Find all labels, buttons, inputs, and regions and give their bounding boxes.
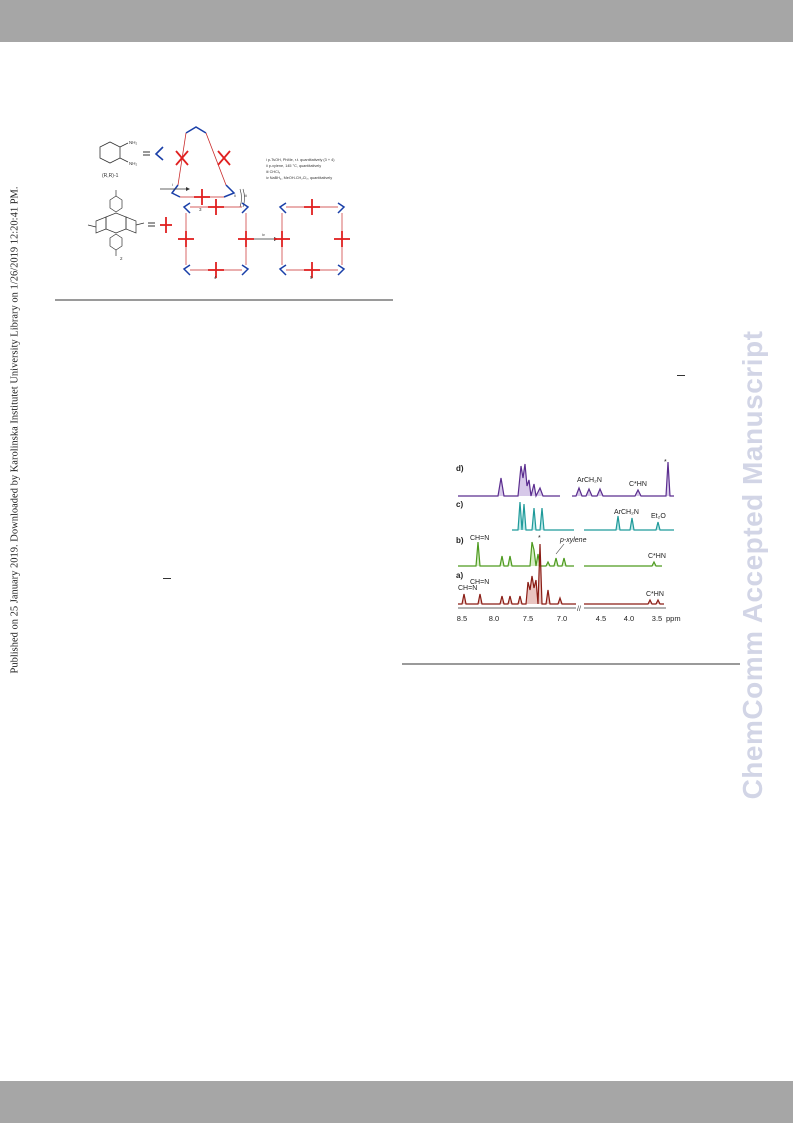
tick-7.0: 7.0 (557, 614, 567, 623)
equilibrium-arrows (239, 188, 245, 208)
publication-sidebar: Published on 25 January 2019. Downloaded… (4, 40, 26, 740)
trace-d (458, 461, 674, 498)
tick-8.0: 8.0 (489, 614, 499, 623)
tick-8.5: 8.5 (457, 614, 467, 623)
annotation-b-chn: C*HN (648, 553, 666, 560)
trace-b (458, 541, 662, 567)
axis-ticks: 8.5 8.0 7.5 7.0 4.5 4.0 3.5 (457, 614, 662, 623)
annotation-a-ch-n2: CH=N (458, 585, 477, 592)
overbar-mark-right (677, 375, 685, 376)
watermark: ChemComm Accepted Manuscript (733, 300, 773, 830)
annotation-c-arch2n: ArCH₂N (614, 509, 639, 516)
tick-4.0: 4.0 (624, 614, 634, 623)
label-3: 3 (199, 207, 202, 212)
annotation-b-star: * (538, 535, 541, 542)
top-bar (0, 0, 793, 42)
annotation-d-chn: C*HN (629, 481, 647, 488)
nmr-spectrum: d) ArCH₂N C*HN * c) ArCH₂N Et₂O b) CH=N … (456, 459, 681, 623)
svg-text:iii CHCl₃: iii CHCl₃ (266, 170, 281, 174)
conditions-list: i p-TsOH, PhMe, r.t. quantitatively (3 +… (266, 158, 335, 180)
annotation-b-pxylene: p-xylene (559, 537, 587, 544)
tick-7.5: 7.5 (523, 614, 533, 623)
macrocycle-3 (170, 126, 236, 205)
label-iv: iv (262, 232, 265, 237)
sidebar-text: Published on 25 January 2019. Downloaded… (9, 186, 21, 674)
svg-text:iv NaBH₄, MeOH-CH₂Cl₂, quanti: iv NaBH₄, MeOH-CH₂Cl₂, quantitatively (266, 176, 332, 180)
tick-4.5: 4.5 (596, 614, 606, 623)
dialdehyde-motif (160, 217, 172, 233)
diamine-structure (99, 141, 129, 164)
label-ii: ii (234, 193, 236, 198)
annotation-c-et2o: Et₂O (651, 513, 666, 520)
overbar-mark-left (163, 578, 171, 579)
annotation-d-star: * (664, 459, 667, 466)
label-4: 4 (214, 275, 217, 280)
diamine-motif (154, 146, 164, 161)
pxylene-pointer (555, 543, 565, 555)
annotation-b-ch-n: CH=N (470, 535, 489, 542)
figure-divider-right (402, 663, 740, 665)
label-i: i (172, 182, 173, 187)
label-iii: iii (244, 193, 247, 198)
axis-unit: ppm (666, 614, 681, 623)
macrocycle-5 (274, 199, 350, 278)
tick-3.5: 3.5 (652, 614, 662, 623)
macrocycle-4 (178, 199, 254, 278)
equals-sign-2 (148, 222, 155, 227)
dialdehyde-structure (87, 190, 145, 256)
equals-sign (143, 151, 150, 156)
trace-a (458, 543, 664, 605)
nh2-top-label: NH₂ (129, 140, 137, 145)
trace-c (512, 501, 674, 531)
figure-divider-left (55, 299, 393, 301)
annotation-a-ch-n: CH=N (470, 579, 489, 586)
watermark-text: ChemComm Accepted Manuscript (737, 330, 768, 800)
svg-text:i p-TsOH, PhMe, r.t. quantit: i p-TsOH, PhMe, r.t. quantitatively (3 +… (266, 158, 335, 162)
annotation-a-chn: C*HN (646, 591, 664, 598)
annotation-d-arch2n: ArCH₂N (577, 477, 602, 484)
axis-break: // (577, 606, 581, 613)
label-rr1: (R,R)-1 (102, 173, 119, 179)
trace-label-b: b) (456, 536, 464, 545)
trace-label-a: a) (456, 571, 463, 580)
svg-text:ii p-xylene, 145 °C, quantit: ii p-xylene, 145 °C, quantitatively (266, 164, 321, 168)
reaction-scheme: NH₂ NH₂ (R,R)-1 3 i p-TsOH, PhMe, r.t. q… (87, 126, 350, 280)
trace-label-c: c) (456, 500, 463, 509)
nh2-bottom-label: NH₂ (129, 161, 137, 166)
bottom-bar (0, 1081, 793, 1123)
label-2: 2 (120, 256, 123, 261)
label-5: 5 (310, 275, 313, 280)
trace-label-d: d) (456, 464, 464, 473)
